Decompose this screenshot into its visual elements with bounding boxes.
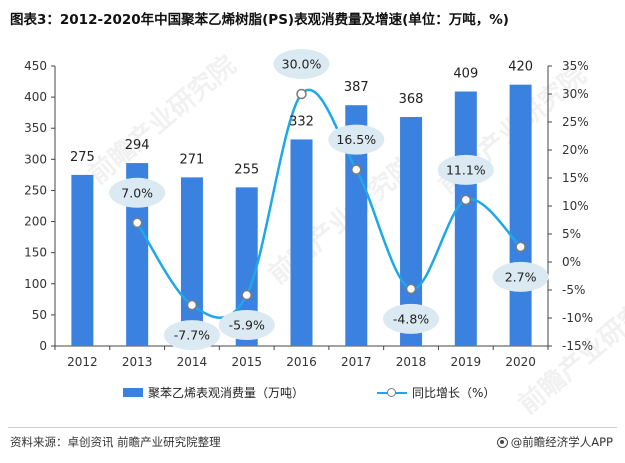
bar-value-label: 409 (453, 67, 478, 82)
x-tick-label: 2017 (341, 355, 372, 369)
bar-value-label: 387 (344, 80, 369, 95)
growth-point (460, 194, 472, 206)
source-note: 资料来源：卓创资讯 前瞻产业研究院整理 (10, 435, 221, 449)
legend-line-label: 同比增长（%） (412, 386, 496, 400)
growth-point (405, 283, 417, 295)
legend-item-line: 同比增长（%） (377, 384, 495, 401)
growth-value-label: -7.7% (174, 328, 210, 343)
x-tick-label: 2018 (396, 355, 427, 369)
growth-value-label: 2.7% (505, 269, 537, 284)
bar-value-label: 294 (125, 138, 150, 153)
growth-label-bubble (163, 320, 220, 351)
growth-value-label: -4.8% (393, 311, 429, 326)
y-right-tick-label: 15% (562, 171, 589, 185)
legend-bar-label: 聚苯乙烯表观消费量（万吨） (148, 386, 305, 400)
growth-label-bubble (273, 49, 330, 79)
y-right-tick-label: 20% (562, 143, 589, 157)
bar (290, 139, 313, 346)
growth-label-bubble (109, 177, 166, 208)
bar (126, 163, 149, 346)
y-right-tick-label: 5% (562, 227, 581, 241)
brand-logo-icon (496, 437, 508, 448)
y-left-tick-label: 250 (24, 183, 47, 197)
growth-label-bubble (437, 154, 494, 185)
legend-item-bar: 聚苯乙烯表观消费量（万吨） (123, 384, 304, 401)
bar (454, 91, 477, 346)
y-left-tick-label: 200 (24, 215, 47, 229)
x-tick-label: 2014 (177, 355, 208, 369)
y-right-tick-label: 35% (562, 59, 589, 73)
growth-point (186, 299, 198, 311)
y-right-tick-label: 10% (562, 199, 589, 213)
bar (345, 105, 368, 346)
bar-value-label: 368 (399, 92, 424, 107)
growth-value-label: -5.9% (229, 318, 265, 333)
x-tick-label: 2016 (286, 355, 317, 369)
bar-value-label: 332 (289, 114, 314, 129)
y-left-tick-label: 50 (32, 308, 47, 322)
x-tick-label: 2020 (505, 355, 536, 369)
y-left-tick-label: 350 (24, 121, 47, 135)
growth-label-bubble (328, 124, 385, 155)
y-right-tick-label: -10% (562, 311, 593, 325)
bar (180, 177, 203, 346)
bar (71, 174, 94, 346)
y-right-tick-label: -5% (562, 283, 585, 297)
x-tick-label: 2013 (122, 355, 153, 369)
y-right-tick-label: 25% (562, 115, 589, 129)
brand-credit: @前瞻经济学人APP (496, 434, 613, 450)
y-right-tick-label: 0% (562, 255, 581, 269)
growth-point (296, 88, 307, 100)
legend-line-swatch (377, 388, 407, 398)
x-tick-label: 2012 (67, 355, 98, 369)
bar (235, 187, 258, 346)
y-left-tick-label: 450 (24, 59, 47, 73)
legend: 聚苯乙烯表观消费量（万吨） 同比增长（%） (0, 384, 625, 406)
growth-point (131, 217, 143, 229)
growth-value-label: 30.0% (282, 57, 322, 72)
y-left-tick-label: 150 (24, 246, 47, 260)
growth-value-label: 11.1% (446, 162, 486, 177)
brand-text: @前瞻经济学人APP (510, 435, 613, 449)
growth-value-label: 7.0% (121, 185, 153, 200)
x-tick-label: 2015 (231, 355, 262, 369)
bar-value-label: 255 (234, 162, 259, 177)
bar-value-label: 271 (180, 152, 205, 167)
y-left-tick-label: 0 (39, 339, 47, 353)
growth-point (515, 241, 526, 253)
bar-value-label: 420 (508, 60, 533, 75)
growth-line (136, 88, 522, 320)
legend-bar-swatch (123, 388, 143, 397)
growth-point (241, 289, 252, 301)
growth-value-label: 16.5% (336, 132, 376, 147)
growth-label-bubble (492, 261, 549, 292)
y-right-tick-label: -15% (562, 339, 593, 353)
chart-title: 图表3：2012-2020年中国聚苯乙烯树脂(PS)表观消费量及增速(单位：万吨… (10, 12, 509, 28)
y-right-tick-label: 30% (562, 87, 589, 101)
x-tick-label: 2019 (451, 355, 482, 369)
y-left-tick-label: 100 (24, 277, 47, 291)
bar-value-label: 275 (70, 150, 95, 165)
growth-point (351, 164, 362, 175)
growth-label-bubble (218, 310, 275, 341)
growth-label-bubble (383, 303, 440, 334)
bar (509, 84, 532, 347)
y-left-tick-label: 300 (24, 152, 47, 166)
footer-divider (8, 427, 617, 428)
y-left-tick-label: 400 (24, 90, 47, 104)
